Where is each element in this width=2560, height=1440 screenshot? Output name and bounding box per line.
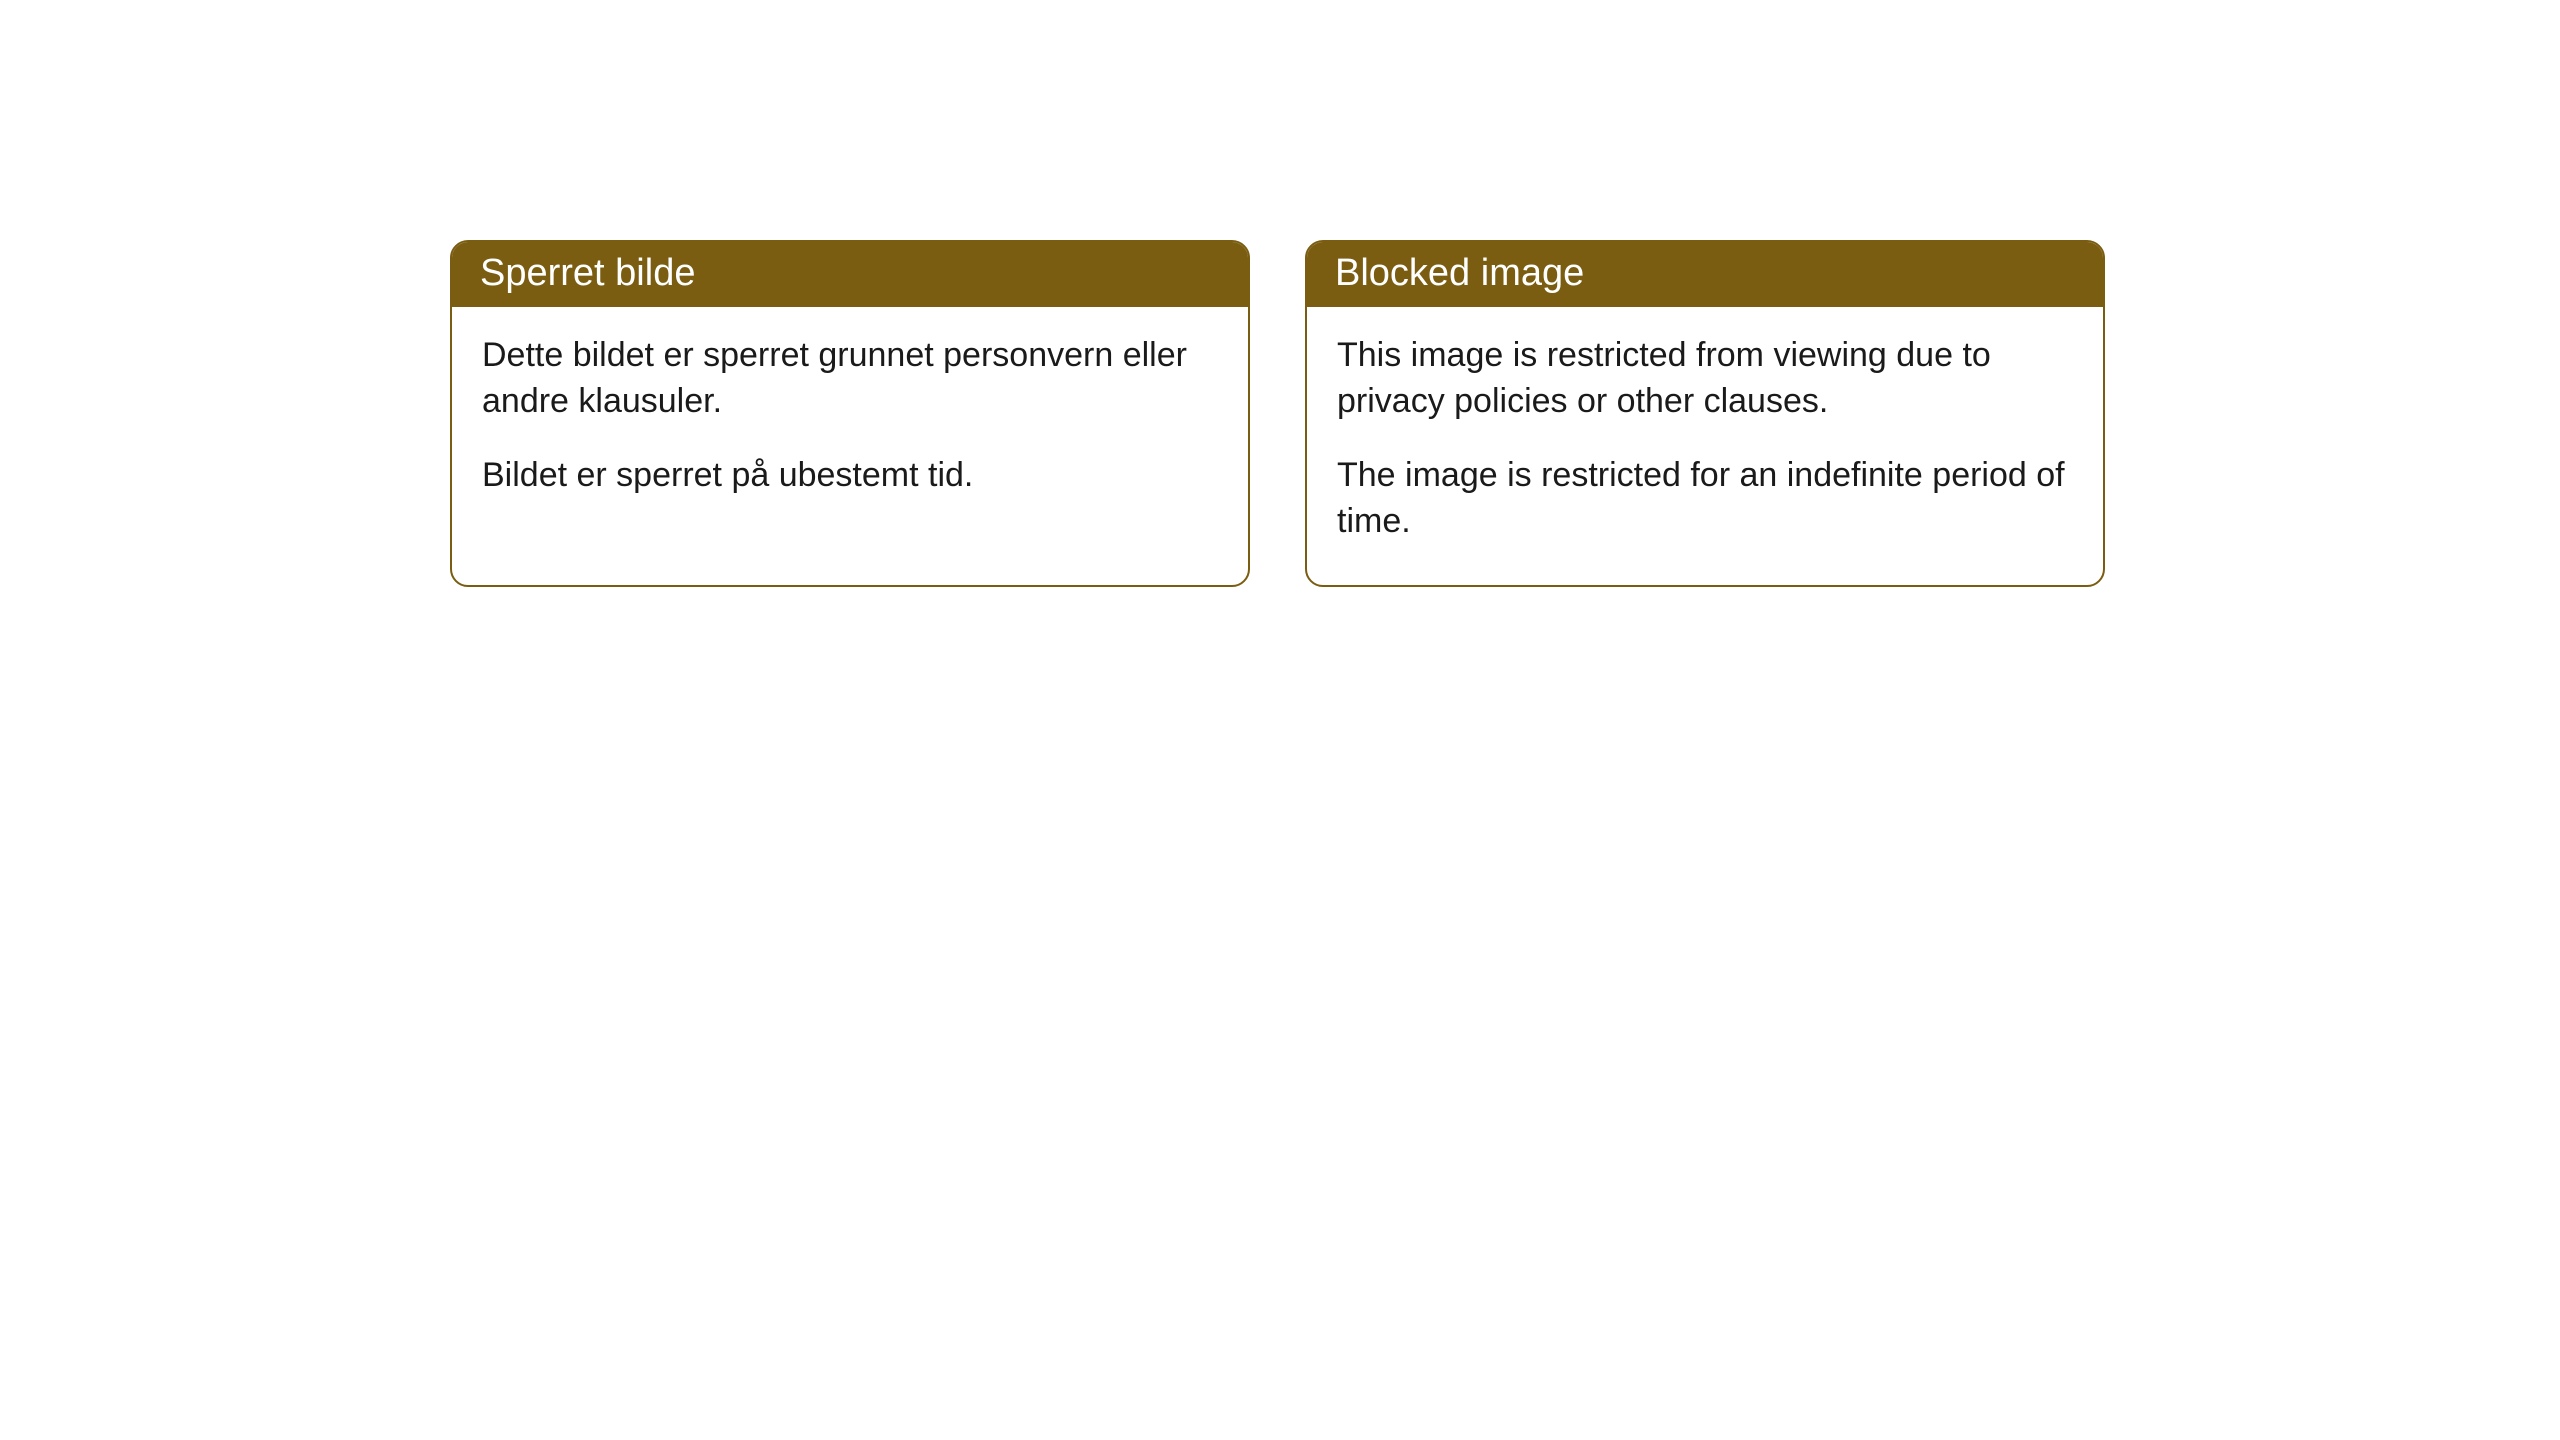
card-paragraph: Dette bildet er sperret grunnet personve…: [482, 333, 1218, 425]
notice-card-english: Blocked image This image is restricted f…: [1305, 240, 2105, 587]
card-header: Sperret bilde: [452, 242, 1248, 307]
card-paragraph: Bildet er sperret på ubestemt tid.: [482, 453, 1218, 499]
card-body: Dette bildet er sperret grunnet personve…: [452, 307, 1248, 539]
notice-cards-container: Sperret bilde Dette bildet er sperret gr…: [450, 240, 2560, 587]
card-paragraph: The image is restricted for an indefinit…: [1337, 453, 2073, 545]
notice-card-norwegian: Sperret bilde Dette bildet er sperret gr…: [450, 240, 1250, 587]
card-paragraph: This image is restricted from viewing du…: [1337, 333, 2073, 425]
card-header: Blocked image: [1307, 242, 2103, 307]
card-body: This image is restricted from viewing du…: [1307, 307, 2103, 585]
